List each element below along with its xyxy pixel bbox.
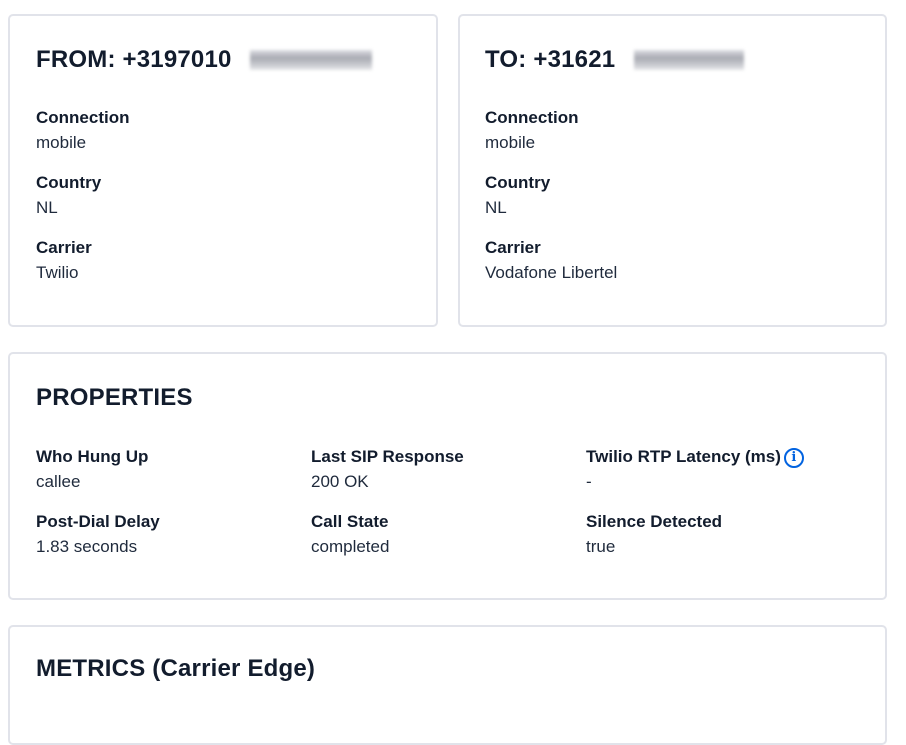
who-hung-up: Who Hung Up callee — [36, 445, 148, 494]
properties-card: PROPERTIES Who Hung Up callee Last SIP Re… — [8, 352, 887, 600]
from-country: Country NL — [36, 171, 101, 220]
label: Country — [36, 173, 102, 192]
redacted-number — [250, 50, 372, 70]
to-country: Country NL — [485, 171, 550, 220]
value: completed — [311, 537, 390, 556]
value: NL — [36, 198, 58, 217]
properties-title: PROPERTIES — [36, 384, 193, 411]
label: Silence Detected — [586, 512, 723, 531]
value: 200 OK — [311, 472, 369, 491]
value: true — [586, 537, 616, 556]
to-connection: Connection mobile — [485, 106, 579, 155]
label: Post-Dial Delay — [36, 512, 160, 531]
last-sip-response: Last SIP Response 200 OK — [311, 445, 464, 494]
label: Who Hung Up — [36, 447, 149, 466]
silence-detected: Silence Detected true — [586, 510, 722, 559]
to-title: TO: +31621 — [485, 46, 616, 73]
label: Last SIP Response — [311, 447, 464, 466]
post-dial-delay: Post-Dial Delay 1.83 seconds — [36, 510, 160, 559]
label: Connection — [485, 108, 579, 127]
label: Carrier — [485, 238, 541, 257]
metrics-title: METRICS (Carrier Edge) — [36, 655, 316, 682]
call-state: Call State completed — [311, 510, 389, 559]
value: Twilio — [36, 263, 79, 282]
label: Connection — [36, 108, 130, 127]
from-carrier: Carrier Twilio — [36, 236, 92, 285]
value: mobile — [485, 133, 536, 152]
label: Twilio RTP Latency (ms) — [586, 447, 781, 466]
label: Call State — [311, 512, 389, 531]
to-carrier: Carrier Vodafone Libertel — [485, 236, 617, 285]
to-card: TO: +31621 Connection mobile Country NL Ca… — [458, 14, 887, 327]
label: Carrier — [36, 238, 92, 257]
from-title: FROM: +3197010 — [36, 46, 232, 73]
value: mobile — [36, 133, 87, 152]
redacted-number — [634, 50, 744, 70]
value: Vodafone Libertel — [485, 263, 618, 282]
metrics-card: METRICS (Carrier Edge) — [8, 625, 887, 745]
value: NL — [485, 198, 507, 217]
info-icon[interactable]: i — [783, 448, 804, 468]
value: - — [586, 472, 592, 491]
value: callee — [36, 472, 81, 491]
rtp-latency: Twilio RTP Latency (ms) i - — [586, 445, 804, 494]
from-card: FROM: +3197010 Connection mobile Country N… — [8, 14, 438, 327]
from-connection: Connection mobile — [36, 106, 130, 155]
label: Country — [485, 173, 551, 192]
value: 1.83 seconds — [36, 537, 138, 556]
